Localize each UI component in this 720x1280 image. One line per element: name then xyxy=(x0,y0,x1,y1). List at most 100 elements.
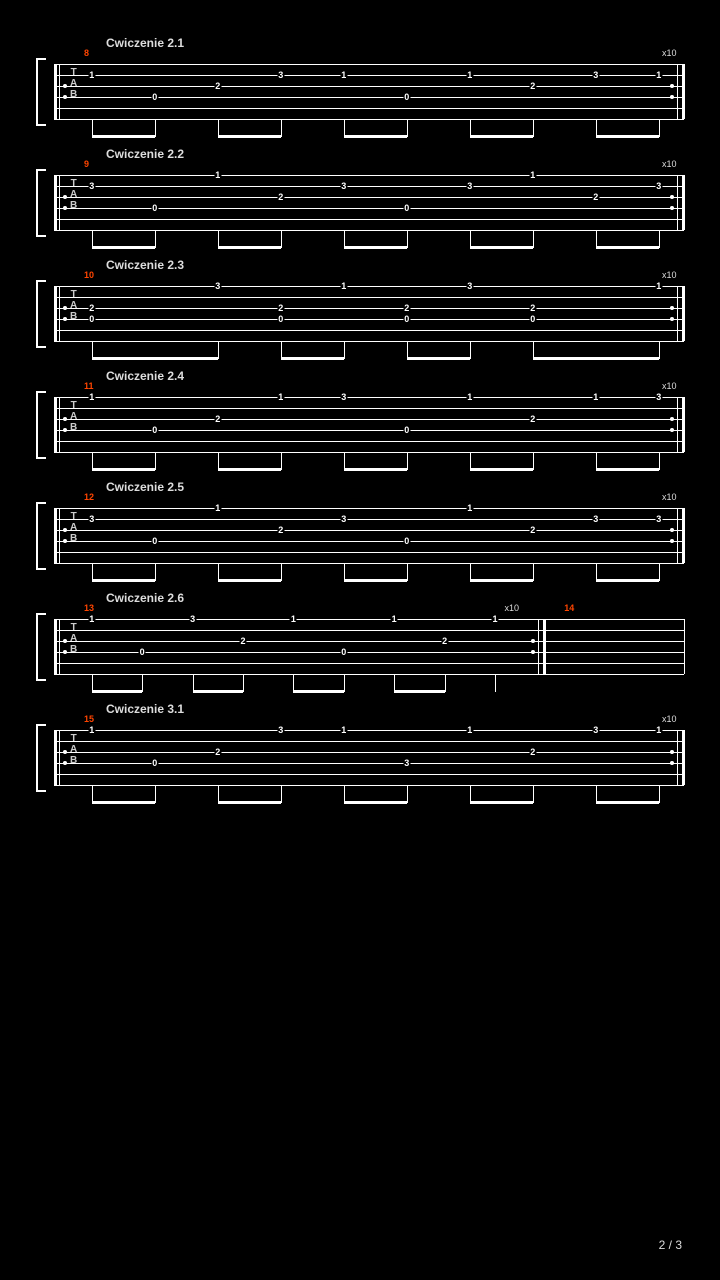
repeat-start-bar xyxy=(54,619,57,674)
repeat-end-bar xyxy=(682,397,685,452)
tab-staff: TAB10x10203201203201 xyxy=(54,286,684,341)
note-stem xyxy=(533,785,534,803)
staff-line xyxy=(54,286,684,287)
fret-number: 2 xyxy=(277,525,284,535)
fret-number: 0 xyxy=(403,536,410,546)
tab-clef: TAB xyxy=(70,622,77,655)
exercise-title: Cwiczenie 2.5 xyxy=(106,480,684,494)
fret-number: 3 xyxy=(189,614,196,624)
staff-line xyxy=(54,75,684,76)
fret-number: 1 xyxy=(491,614,498,624)
fret-number: 2 xyxy=(277,303,284,313)
tab-clef-letter: B xyxy=(70,755,77,766)
fret-number: 2 xyxy=(529,81,536,91)
beam xyxy=(470,468,533,471)
beam xyxy=(344,246,407,249)
fret-number: 1 xyxy=(655,281,662,291)
system-bracket xyxy=(36,502,46,570)
fret-number: 0 xyxy=(403,203,410,213)
repeat-count: x10 xyxy=(662,159,677,169)
note-stem xyxy=(407,119,408,137)
fret-number: 2 xyxy=(214,747,221,757)
beam xyxy=(596,246,659,249)
system-bracket xyxy=(36,613,46,681)
beam xyxy=(92,468,155,471)
tab-staff: TAB13x1014103210121 xyxy=(54,619,684,674)
repeat-start-bar xyxy=(54,397,57,452)
staff-line xyxy=(54,563,684,564)
staff-line xyxy=(54,741,684,742)
fret-number: 2 xyxy=(214,81,221,91)
repeat-start-bar xyxy=(54,508,57,563)
tab-clef: TAB xyxy=(70,178,77,211)
exercise: Cwiczenie 2.4TAB11x101021301213 xyxy=(36,369,684,452)
note-stem xyxy=(533,452,534,470)
staff-line xyxy=(54,97,684,98)
tab-clef-letter: T xyxy=(70,400,77,411)
note-stem xyxy=(344,674,345,692)
repeat-count: x10 xyxy=(662,492,677,502)
tab-clef: TAB xyxy=(70,67,77,100)
beam xyxy=(218,135,281,138)
note-stem xyxy=(659,230,660,248)
beam xyxy=(407,357,470,360)
beam xyxy=(92,135,155,138)
note-stem xyxy=(533,230,534,248)
tab-clef-letter: T xyxy=(70,733,77,744)
staff-line xyxy=(54,86,684,87)
beam xyxy=(92,357,218,360)
staff-line xyxy=(54,419,684,420)
fret-number: 0 xyxy=(151,425,158,435)
fret-number: 3 xyxy=(88,514,95,524)
exercise-title: Cwiczenie 2.6 xyxy=(106,591,684,605)
beam xyxy=(596,468,659,471)
tab-row: TAB8x101023101231 xyxy=(36,64,684,119)
fret-number: 3 xyxy=(277,70,284,80)
system-bracket xyxy=(36,391,46,459)
fret-number: 0 xyxy=(139,647,146,657)
repeat-end-bar-thin xyxy=(677,730,678,785)
beam xyxy=(92,801,155,804)
note-stem xyxy=(155,119,156,137)
tab-clef-letter: B xyxy=(70,89,77,100)
beam xyxy=(344,579,407,582)
note-stem xyxy=(243,674,244,692)
fret-number: 3 xyxy=(655,514,662,524)
exercise: Cwiczenie 2.1TAB8x101023101231 xyxy=(36,36,684,119)
tab-clef-letter: B xyxy=(70,422,77,433)
fret-number: 3 xyxy=(277,725,284,735)
note-stem xyxy=(659,119,660,137)
fret-number: 0 xyxy=(151,536,158,546)
fret-number: 3 xyxy=(340,392,347,402)
fret-number: 2 xyxy=(239,636,246,646)
tab-staff: TAB15x101023131231 xyxy=(54,730,684,785)
system-bracket xyxy=(36,280,46,348)
fret-number: 1 xyxy=(655,725,662,735)
beam xyxy=(533,357,659,360)
note-stem xyxy=(407,563,408,581)
fret-number: 2 xyxy=(529,747,536,757)
exercise-title: Cwiczenie 2.3 xyxy=(106,258,684,272)
fret-number: 1 xyxy=(529,170,536,180)
staff-line xyxy=(54,730,684,731)
page-number: 2 / 3 xyxy=(659,1238,682,1252)
note-stem xyxy=(344,341,345,359)
fret-number: 3 xyxy=(88,181,95,191)
tab-clef-letter: A xyxy=(70,300,77,311)
measure-number: 12 xyxy=(84,492,94,502)
fret-number: 3 xyxy=(592,725,599,735)
fret-number: 1 xyxy=(340,70,347,80)
repeat-end-bar-thin xyxy=(677,508,678,563)
measure-number: 9 xyxy=(84,159,89,169)
staff-line xyxy=(54,652,684,653)
repeat-start-bar xyxy=(54,64,57,119)
fret-number: 0 xyxy=(151,92,158,102)
staff-line xyxy=(54,219,684,220)
fret-number: 1 xyxy=(592,392,599,402)
repeat-count: x10 xyxy=(662,381,677,391)
staff-line xyxy=(54,541,684,542)
fret-number: 1 xyxy=(88,70,95,80)
tab-row: TAB10x10203201203201 xyxy=(36,286,684,341)
tab-staff: TAB9x103012303123 xyxy=(54,175,684,230)
tab-row: TAB13x1014103210121 xyxy=(36,619,684,674)
